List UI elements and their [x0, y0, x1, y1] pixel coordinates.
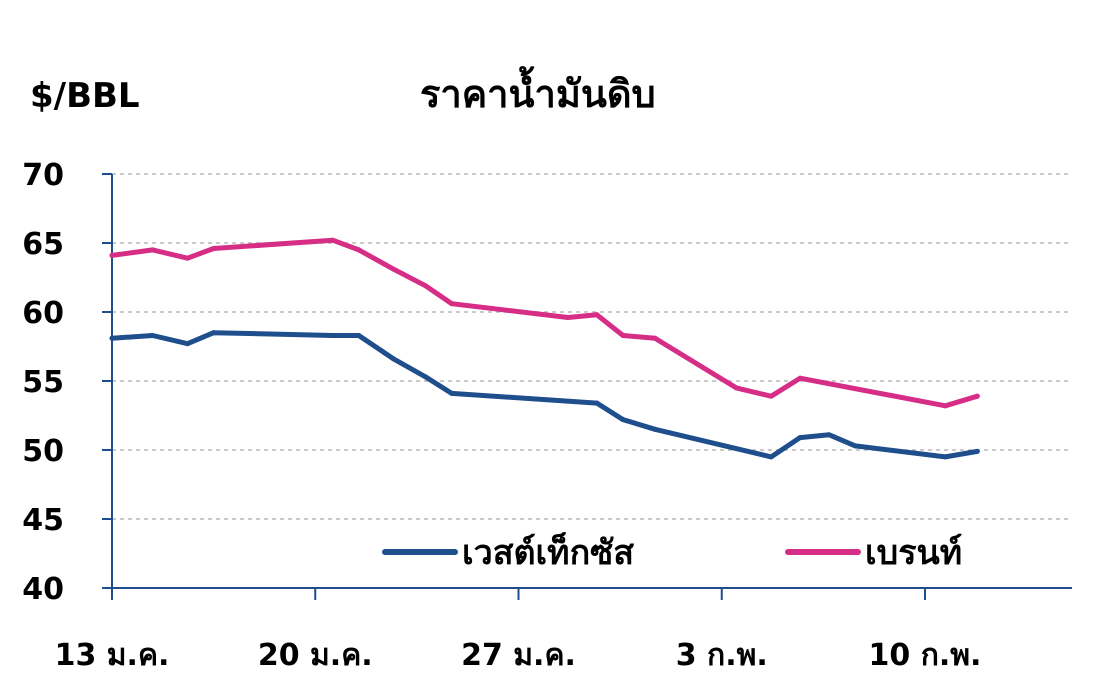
- data-point: [423, 374, 429, 380]
- data-point: [942, 403, 948, 409]
- data-point: [620, 417, 626, 423]
- y-tick-label: 65: [22, 227, 64, 262]
- legend: เวสต์เท็กซัส เบรนท์: [382, 531, 962, 573]
- data-point: [109, 252, 115, 258]
- data-point: [356, 332, 362, 338]
- x-tick-label: 10 ก.พ.: [869, 638, 982, 673]
- data-point: [211, 330, 217, 336]
- y-tick-label: 50: [22, 434, 64, 469]
- series-line-0: [109, 330, 980, 460]
- data-point: [184, 255, 190, 261]
- data-point: [150, 332, 156, 338]
- data-point: [852, 443, 858, 449]
- data-point: [620, 332, 626, 338]
- data-point: [594, 400, 600, 406]
- y-tick-label: 40: [22, 572, 64, 607]
- y-tick-labels: 40 45 50 55 60 65 70: [22, 158, 64, 607]
- data-point: [942, 454, 948, 460]
- gridlines: [112, 173, 1072, 520]
- data-point: [330, 237, 336, 243]
- data-point: [826, 432, 832, 438]
- legend-label: เวสต์เท็กซัส: [462, 531, 634, 573]
- data-point: [150, 247, 156, 253]
- x-tick-label: 3 ก.พ.: [676, 638, 768, 673]
- chart-title: ราคาน้ำมันดิบ: [420, 66, 656, 116]
- data-point: [768, 393, 774, 399]
- y-axis-unit-label: $/BBL: [30, 76, 140, 116]
- data-point: [109, 335, 115, 341]
- data-point: [797, 435, 803, 441]
- data-point: [423, 283, 429, 289]
- data-point: [449, 390, 455, 396]
- data-point: [184, 341, 190, 347]
- x-tick-labels: 13 ม.ค. 20 ม.ค. 27 ม.ค. 3 ก.พ. 10 ก.พ.: [55, 638, 982, 673]
- data-point: [594, 312, 600, 318]
- data-point: [974, 448, 980, 454]
- y-tick-label: 45: [22, 503, 64, 538]
- data-point: [652, 335, 658, 341]
- data-point: [391, 266, 397, 272]
- x-tick-label: 20 ม.ค.: [258, 638, 373, 673]
- data-point: [974, 393, 980, 399]
- x-tick-label: 27 ม.ค.: [461, 638, 576, 673]
- series-lines: [109, 237, 980, 460]
- legend-label: เบรนท์: [865, 533, 962, 573]
- data-point: [391, 356, 397, 362]
- y-tick-label: 55: [22, 365, 64, 400]
- data-point: [797, 375, 803, 381]
- data-point: [565, 315, 571, 321]
- data-point: [733, 385, 739, 391]
- data-point: [449, 301, 455, 307]
- data-point: [652, 426, 658, 432]
- data-point: [330, 332, 336, 338]
- x-tick-label: 13 ม.ค.: [55, 638, 170, 673]
- axes: [102, 173, 1072, 600]
- data-point: [356, 247, 362, 253]
- y-tick-label: 60: [22, 296, 64, 331]
- series-line-1: [109, 237, 980, 409]
- y-tick-label: 70: [22, 158, 64, 193]
- data-point: [768, 454, 774, 460]
- data-point: [211, 246, 217, 252]
